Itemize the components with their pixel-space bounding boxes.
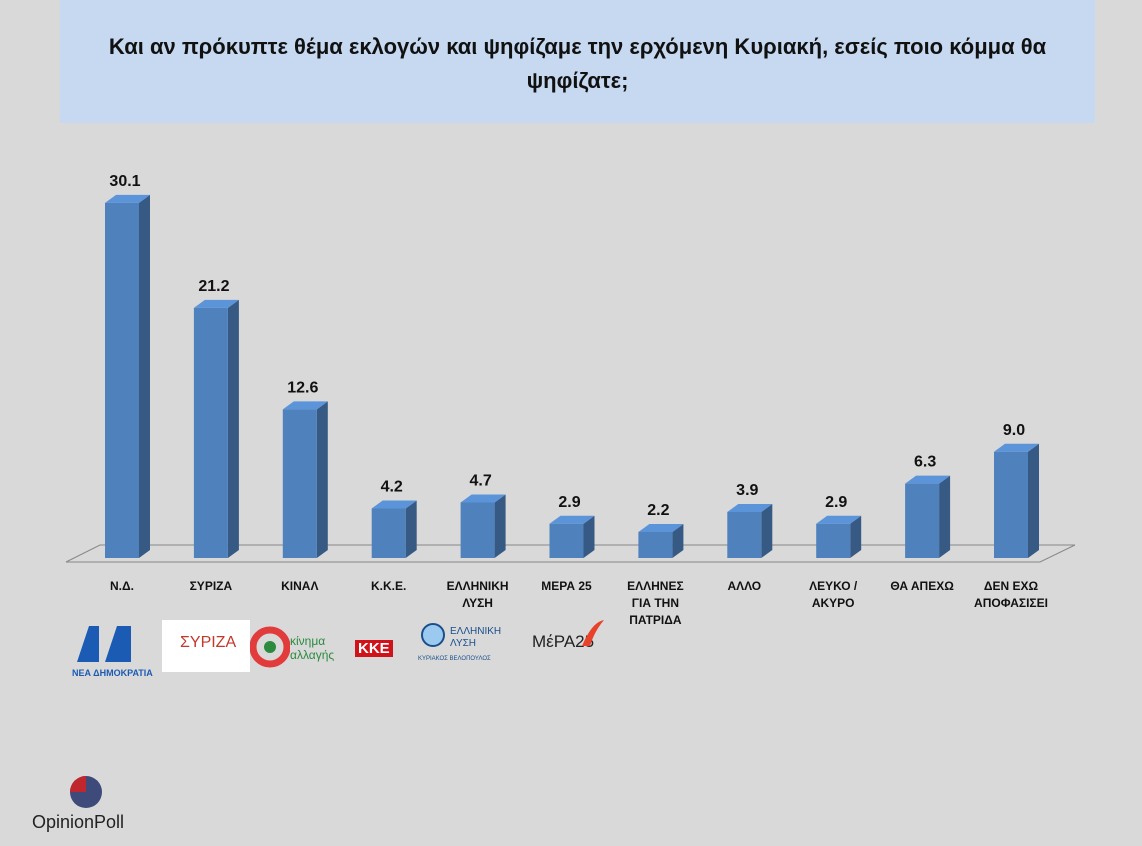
value-label: 30.1 [109, 173, 140, 190]
syriza-text: ΣΥΡΙΖΑ [180, 634, 237, 651]
x-tick-label: Κ.Κ.Ε. [371, 579, 407, 593]
value-label: 4.7 [469, 473, 491, 490]
bar-front [460, 502, 495, 558]
brand-icon [70, 776, 102, 808]
bar [905, 475, 951, 558]
bar-top [460, 494, 506, 503]
el-icon [421, 623, 445, 647]
bar-side [850, 515, 862, 558]
kinal-icon [250, 626, 290, 668]
bar-side [939, 475, 951, 558]
bar-top [994, 443, 1039, 452]
nd-icon [77, 626, 131, 662]
bar-front [905, 483, 940, 558]
syriza-box [162, 620, 250, 672]
bar-top [371, 500, 417, 509]
bar-top [193, 299, 239, 308]
bar [638, 524, 684, 558]
bar-side [494, 494, 506, 558]
x-tick-label: Ν.Δ. [110, 579, 134, 593]
bar-front [549, 523, 584, 558]
bar-top [816, 515, 862, 524]
bar-front [994, 451, 1028, 558]
bar-front [727, 511, 762, 558]
bar [994, 443, 1039, 558]
bar-side [405, 500, 417, 558]
bar-side [583, 515, 595, 558]
bar-top [727, 503, 773, 512]
mera-icon [582, 620, 604, 646]
bar-front [193, 307, 228, 558]
x-tick-label: ΔΕΝ ΕΧΩ ΑΠΟΦΑΣΙΣΕΙ [974, 579, 1048, 610]
value-label: 4.2 [381, 478, 403, 495]
nd-text: ΝΕΑ ΔΗΜΟΚΡΑΤΙΑ [72, 668, 153, 678]
bar-side [227, 299, 239, 558]
el-sub: ΚΥΡΙΑΚΟΣ ΒΕΛΟΠΟΥΛΟΣ [418, 656, 491, 662]
nd-logo [75, 622, 135, 664]
el-text: ΕΛΛΗΝΙΚΗ ΛΥΣΗ [450, 626, 502, 649]
bar-top [549, 515, 595, 524]
x-tick-label: ΣΥΡΙΖΑ [189, 579, 233, 593]
value-label: 6.3 [914, 454, 936, 471]
bar-top [638, 524, 684, 533]
mera-text: ΜέΡΑ25 [532, 632, 595, 651]
bar [727, 503, 773, 558]
value-label: 2.2 [647, 502, 669, 519]
x-tick-label: ΕΛΛΗΝΕΣ ΓΙΑ ΤΗΝ ΠΑΤΡΙΔΑ [627, 579, 684, 627]
bar-top [105, 194, 150, 203]
bar-side [316, 401, 328, 558]
title-box [60, 0, 1095, 123]
chart-title: Και αν πρόκυπτε θέμα εκλογών και ψηφίζαμ… [108, 34, 1047, 93]
bar-top [282, 401, 328, 410]
x-tick-label: ΜΕΡΑ 25 [541, 579, 592, 593]
bar-side [139, 194, 150, 558]
bar-front [282, 409, 317, 558]
value-label: 12.6 [287, 379, 318, 396]
value-label: 3.9 [736, 482, 758, 499]
bar [282, 401, 328, 558]
kinal-text: κίνημα αλλαγής [290, 634, 335, 662]
x-tick-label: ΘΑ ΑΠΕΧΩ [890, 579, 954, 593]
bar-side [761, 503, 773, 558]
x-tick-label: ΕΛΛΗΝΙΚΗ ΛΥΣΗ [446, 579, 509, 610]
value-label: 2.9 [825, 494, 847, 511]
bar [816, 515, 862, 558]
bar-front [638, 532, 673, 558]
bar-front [371, 508, 406, 558]
brand-text: OpinionPoll [32, 812, 125, 832]
bar [371, 500, 417, 558]
bar [105, 194, 150, 558]
bar-side [672, 524, 684, 558]
x-tick-label: ΛΕΥΚΟ / ΑΚΥΡΟ [809, 579, 858, 610]
x-tick-label: ΚΙΝΑΛ [281, 579, 319, 593]
bar-front [816, 523, 851, 558]
bar-top [905, 475, 951, 484]
x-tick-label: ΑΛΛΟ [727, 579, 762, 593]
bar [549, 515, 595, 558]
value-label: 9.0 [1003, 422, 1025, 439]
kke-text: ΚΚΕ [355, 640, 393, 657]
bar [193, 299, 239, 558]
value-label: 21.2 [198, 278, 229, 295]
bar-front [105, 202, 139, 558]
value-label: 2.9 [558, 494, 580, 511]
bar-side [1028, 443, 1039, 558]
bar [460, 494, 506, 558]
